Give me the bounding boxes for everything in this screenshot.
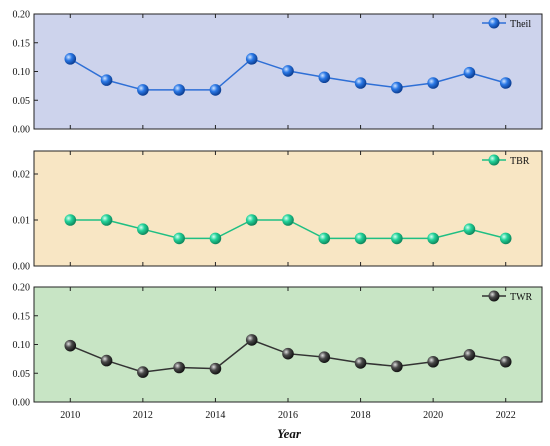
data-point — [209, 362, 222, 375]
data-point — [318, 232, 331, 245]
data-point — [463, 66, 476, 79]
legend: TWR — [482, 290, 533, 303]
data-point — [64, 214, 77, 226]
y-tick-label: 0.10 — [13, 67, 31, 78]
legend-label: Theil — [510, 19, 531, 30]
data-point — [318, 351, 331, 363]
data-point — [173, 232, 185, 245]
y-tick-label: 0.00 — [13, 262, 31, 273]
plot-area — [33, 150, 543, 267]
y-tick-label: 0.20 — [13, 10, 31, 21]
data-point — [209, 84, 222, 96]
data-point — [100, 354, 113, 367]
x-tick-label: 2014 — [205, 410, 225, 421]
legend-label: TWR — [510, 292, 533, 303]
y-tick-label: 0.05 — [13, 96, 31, 107]
y-tick-label: 0.10 — [13, 340, 31, 351]
data-point — [391, 81, 403, 94]
data-point — [463, 349, 476, 361]
x-tick-label: 2022 — [496, 410, 516, 421]
y-tick-label: 0.00 — [13, 398, 31, 409]
data-point — [499, 232, 512, 245]
data-point — [137, 84, 149, 96]
legend-label: TBR — [510, 156, 530, 167]
data-point — [173, 84, 185, 96]
y-tick-label: 0.05 — [13, 369, 31, 380]
x-tick-label: 2020 — [423, 410, 443, 421]
legend-marker — [488, 154, 500, 166]
data-point — [64, 53, 77, 65]
data-point — [173, 361, 185, 374]
data-point — [64, 339, 77, 352]
data-point — [499, 77, 512, 89]
data-point — [209, 232, 222, 245]
legend-marker — [488, 17, 500, 29]
data-point — [391, 232, 403, 245]
y-tick-label: 0.00 — [13, 125, 31, 136]
data-point — [282, 347, 294, 360]
data-point — [245, 334, 258, 346]
data-point — [282, 214, 294, 226]
data-point — [427, 232, 439, 245]
y-tick-label: 0.01 — [13, 216, 31, 227]
data-point — [137, 366, 149, 378]
data-point — [354, 232, 367, 245]
x-tick-label: 2012 — [133, 410, 153, 421]
data-point — [245, 53, 258, 65]
data-point — [354, 77, 367, 89]
plot-area — [33, 286, 543, 403]
y-tick-label: 0.15 — [13, 38, 31, 49]
data-point — [499, 355, 512, 368]
data-point — [463, 223, 476, 235]
panel-twr: 0.00 0.05 0.10 0.15 0.20 TWR — [13, 283, 543, 409]
data-point — [354, 357, 367, 369]
data-point — [100, 74, 113, 86]
legend-marker — [488, 290, 500, 302]
data-point — [282, 65, 294, 77]
data-point — [137, 223, 149, 235]
data-point — [391, 360, 403, 373]
x-tick-label: 2016 — [278, 410, 298, 421]
data-point — [427, 77, 439, 89]
data-point — [100, 214, 113, 226]
panel-theil: 0.00 0.05 0.10 0.15 0.20 Theil — [13, 10, 543, 136]
data-point — [318, 71, 331, 84]
x-tick-label: 2010 — [60, 410, 80, 421]
x-tick-label: 2018 — [351, 410, 371, 421]
y-tick-label: 0.15 — [13, 311, 31, 322]
y-tick-label: 0.02 — [13, 170, 31, 181]
data-point — [245, 214, 258, 226]
y-tick-label: 0.20 — [13, 283, 31, 294]
x-axis-label: Year — [277, 426, 302, 441]
panel-tbr: 0.00 0.01 0.02 TBR — [13, 150, 543, 273]
legend: Theil — [482, 17, 531, 30]
legend: TBR — [482, 154, 530, 167]
data-point — [427, 355, 439, 368]
